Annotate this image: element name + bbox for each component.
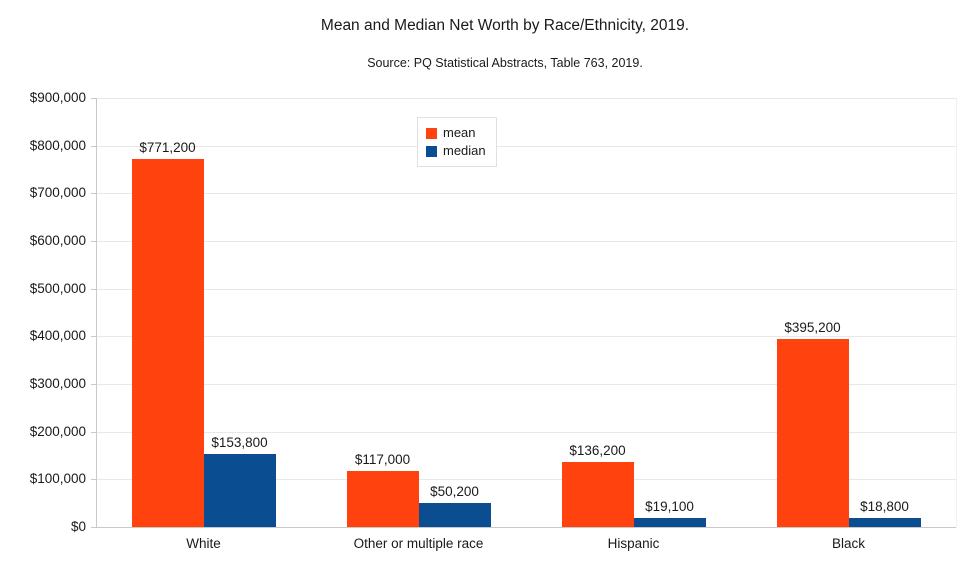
gridline bbox=[96, 527, 956, 528]
y-axis-tick bbox=[91, 384, 96, 385]
y-axis-tick-label: $0 bbox=[70, 519, 86, 534]
y-axis-tick-label: $300,000 bbox=[29, 376, 86, 391]
plot-right-border bbox=[956, 98, 957, 527]
gridline bbox=[96, 384, 956, 385]
legend-entry-mean: mean bbox=[426, 124, 486, 142]
value-label-mean: $117,000 bbox=[354, 452, 411, 468]
y-axis-tick-label: $800,000 bbox=[29, 137, 86, 153]
bar-mean-hispanic bbox=[561, 462, 634, 527]
x-axis-category-label: Black bbox=[831, 536, 866, 551]
value-label-median: $153,800 bbox=[211, 434, 268, 450]
bar-mean-other-or-multiple-race bbox=[346, 471, 419, 527]
bar-median-hispanic bbox=[633, 517, 706, 527]
gridline bbox=[96, 288, 956, 290]
y-axis-tick-label: $200,000 bbox=[29, 423, 86, 439]
value-label-mean: $395,200 bbox=[784, 319, 841, 335]
bar-mean-white bbox=[131, 159, 204, 527]
bar-median-other-or-multiple-race bbox=[418, 503, 491, 527]
legend: mean median bbox=[417, 117, 497, 167]
legend-label-mean: mean bbox=[443, 125, 476, 140]
value-label-median: $18,800 bbox=[860, 499, 909, 515]
mean-color-swatch bbox=[426, 127, 437, 139]
value-label-mean: $136,200 bbox=[569, 443, 626, 459]
y-axis-tick-label: $100,000 bbox=[29, 471, 86, 487]
x-axis-category-label: Hispanic bbox=[607, 536, 660, 551]
y-axis-tick-label: $900,000 bbox=[29, 90, 86, 105]
legend-label-median: median bbox=[443, 143, 486, 158]
y-axis-tick bbox=[91, 145, 96, 147]
gridline bbox=[96, 431, 956, 433]
median-color-swatch bbox=[426, 145, 437, 157]
x-axis-category-label: Other or multiple race bbox=[353, 536, 484, 551]
gridline bbox=[96, 193, 956, 195]
y-axis-tick-label: $600,000 bbox=[29, 233, 86, 248]
y-axis-tick bbox=[91, 241, 96, 242]
gridline bbox=[96, 479, 956, 481]
x-axis-category-label: White bbox=[186, 536, 221, 551]
chart-title: Mean and Median Net Worth by Race/Ethnic… bbox=[320, 17, 690, 34]
y-axis-tick-label: $500,000 bbox=[29, 280, 86, 296]
y-axis-tick-label: $400,000 bbox=[29, 328, 86, 344]
gridline bbox=[96, 336, 956, 338]
y-axis-tick bbox=[91, 288, 96, 290]
bar-median-black bbox=[848, 518, 921, 527]
bar-median-white bbox=[203, 453, 276, 527]
bar-mean-black bbox=[776, 338, 849, 527]
value-label-median: $50,200 bbox=[430, 484, 479, 500]
gridline bbox=[96, 241, 956, 242]
value-label-mean: $771,200 bbox=[139, 140, 196, 156]
gridline bbox=[96, 98, 956, 99]
y-axis-tick bbox=[91, 527, 96, 528]
y-axis-line bbox=[96, 98, 97, 527]
y-axis-tick bbox=[91, 98, 96, 99]
y-axis-tick bbox=[91, 479, 96, 481]
gridline bbox=[96, 145, 956, 147]
y-axis-tick-label: $700,000 bbox=[29, 185, 86, 201]
y-axis-tick bbox=[91, 193, 96, 195]
legend-entry-median: median bbox=[426, 142, 486, 160]
chart-subtitle: Source: PQ Statistical Abstracts, Table … bbox=[367, 56, 643, 70]
value-label-median: $19,100 bbox=[645, 498, 694, 514]
y-axis-tick bbox=[91, 431, 96, 433]
y-axis-tick bbox=[91, 336, 96, 338]
